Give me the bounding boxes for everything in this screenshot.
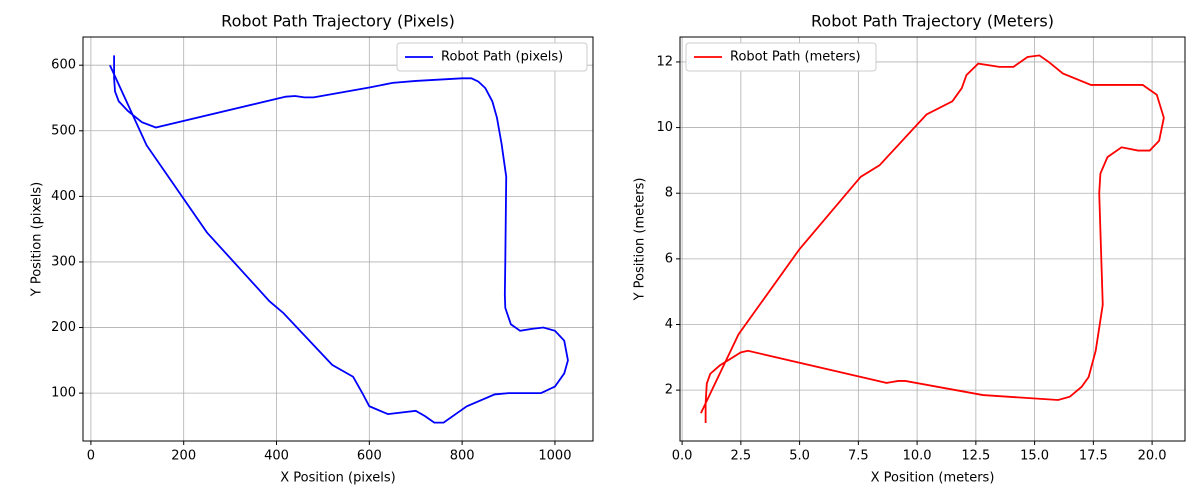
x-axis-label: X Position (pixels) bbox=[280, 471, 395, 486]
x-tick-label: 1000 bbox=[538, 449, 571, 464]
y-tick-label: 12 bbox=[656, 54, 673, 69]
x-tick-label: 400 bbox=[264, 449, 289, 464]
x-tick-label: 800 bbox=[450, 449, 475, 464]
chart-title: Robot Path Trajectory (Pixels) bbox=[221, 12, 455, 31]
y-axis-label: Y Position (pixels) bbox=[30, 182, 45, 298]
legend-label: Robot Path (pixels) bbox=[441, 50, 563, 65]
legend-box bbox=[396, 42, 588, 72]
x-tick-label: 7.5 bbox=[848, 449, 869, 464]
y-tick-label: 2 bbox=[665, 383, 673, 398]
y-tick-label: 400 bbox=[51, 189, 76, 204]
legend-box bbox=[685, 42, 877, 72]
y-tick-label: 200 bbox=[51, 320, 76, 335]
x-tick-label: 0 bbox=[87, 449, 95, 464]
chart-title: Robot Path Trajectory (Meters) bbox=[811, 12, 1054, 31]
y-tick-label: 500 bbox=[51, 123, 76, 138]
x-axis-label: X Position (meters) bbox=[871, 471, 995, 486]
x-tick-label: 17.5 bbox=[1079, 449, 1108, 464]
plot-frame bbox=[82, 36, 594, 442]
x-tick-label: 12.5 bbox=[961, 449, 990, 464]
x-tick-label: 20.0 bbox=[1138, 449, 1167, 464]
y-tick-label: 10 bbox=[656, 120, 673, 135]
plot-frame bbox=[679, 36, 1186, 442]
y-tick-label: 300 bbox=[51, 254, 76, 269]
y-axis-label: Y Position (meters) bbox=[633, 178, 648, 302]
data-line bbox=[700, 54, 1165, 423]
y-tick-label: 4 bbox=[665, 317, 673, 332]
x-tick-label: 5.0 bbox=[789, 449, 810, 464]
y-tick-label: 8 bbox=[665, 186, 673, 201]
x-tick-label: 15.0 bbox=[1020, 449, 1049, 464]
y-tick-label: 100 bbox=[51, 386, 76, 401]
y-tick-label: 600 bbox=[51, 58, 76, 73]
data-line bbox=[109, 55, 569, 424]
y-tick-label: 6 bbox=[665, 251, 673, 266]
legend-label: Robot Path (meters) bbox=[730, 50, 861, 65]
x-tick-label: 0.0 bbox=[672, 449, 693, 464]
x-tick-label: 2.5 bbox=[731, 449, 752, 464]
x-tick-label: 10.0 bbox=[903, 449, 932, 464]
x-tick-label: 600 bbox=[357, 449, 382, 464]
x-tick-label: 200 bbox=[171, 449, 196, 464]
